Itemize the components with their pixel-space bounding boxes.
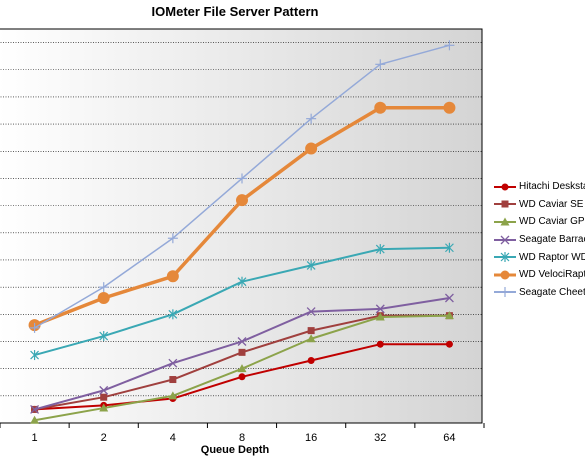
data-point-2-5 bbox=[375, 312, 385, 321]
legend-key bbox=[494, 235, 516, 245]
legend-marker bbox=[501, 183, 509, 191]
data-point-2-0 bbox=[30, 415, 40, 424]
x-axis-label: Queue Depth bbox=[200, 444, 270, 456]
data-point-5-2 bbox=[166, 270, 179, 283]
legend-label: WD VelociRaptor bbox=[519, 269, 585, 281]
chart-title: IOMeter File Server Pattern bbox=[151, 4, 319, 19]
data-point-4-4 bbox=[306, 260, 316, 271]
data-point-3-2 bbox=[168, 358, 178, 368]
legend: Hitachi Deskstar WD Caviar SE WD Caviar GP… bbox=[494, 178, 585, 301]
data-point-5-6 bbox=[443, 101, 456, 114]
data-point-3-3 bbox=[237, 337, 247, 346]
x-tick-label: 4 bbox=[170, 432, 176, 444]
data-point-5-3 bbox=[236, 194, 248, 207]
legend-key bbox=[494, 252, 516, 263]
legend-marker bbox=[500, 217, 510, 226]
data-point-6-3 bbox=[237, 173, 247, 184]
legend-item: WD Caviar SE bbox=[494, 196, 585, 214]
legend-label: WD Caviar GP bbox=[519, 216, 585, 228]
legend-item: WD Caviar GP bbox=[494, 213, 585, 231]
data-point-5-1 bbox=[97, 292, 110, 305]
legend-item: WD Raptor WD1500 bbox=[494, 248, 585, 266]
data-point-6-2 bbox=[167, 233, 178, 244]
data-point-2-6 bbox=[444, 311, 454, 320]
data-point-2-4 bbox=[306, 334, 316, 343]
legend-item: Seagate Barracuda bbox=[494, 231, 585, 249]
data-point-6-6 bbox=[444, 40, 455, 51]
data-point-6-5 bbox=[375, 59, 386, 70]
legend-item: WD VelociRaptor bbox=[494, 266, 585, 284]
legend-marker bbox=[500, 235, 510, 245]
plot-area bbox=[0, 28, 483, 424]
data-point-1-2 bbox=[169, 376, 177, 384]
data-point-4-0 bbox=[30, 350, 39, 361]
data-point-6-0 bbox=[29, 322, 40, 333]
x-tick-label: 2 bbox=[101, 432, 107, 444]
data-point-2-2 bbox=[168, 391, 178, 400]
legend-label: WD Raptor WD1500 bbox=[519, 251, 585, 263]
legend-key bbox=[494, 270, 516, 280]
data-point-3-0 bbox=[30, 404, 40, 414]
x-tick-label: 64 bbox=[443, 432, 455, 444]
data-point-2-3 bbox=[237, 364, 247, 373]
data-point-4-1 bbox=[99, 331, 109, 342]
legend-label: Seagate Cheetah bbox=[519, 286, 585, 298]
data-point-1-4 bbox=[307, 327, 315, 335]
legend-label: Seagate Barracuda bbox=[519, 234, 585, 246]
legend-key bbox=[494, 200, 516, 208]
data-point-4-6 bbox=[445, 242, 454, 253]
legend-item: Hitachi Deskstar bbox=[494, 178, 585, 196]
data-point-1-3 bbox=[238, 348, 246, 356]
legend-key bbox=[494, 287, 516, 298]
legend-marker bbox=[500, 270, 510, 280]
data-point-3-1 bbox=[99, 385, 109, 395]
data-point-2-1 bbox=[99, 403, 109, 412]
data-point-0-5 bbox=[376, 340, 384, 348]
legend-label: Hitachi Deskstar bbox=[519, 181, 585, 193]
data-point-4-3 bbox=[237, 276, 247, 287]
x-tick-label: 1 bbox=[32, 432, 38, 444]
x-tick-label: 8 bbox=[239, 432, 245, 444]
data-point-0-3 bbox=[238, 373, 246, 381]
legend-marker bbox=[500, 252, 510, 263]
legend-label: WD Caviar SE bbox=[519, 198, 584, 210]
data-point-6-4 bbox=[306, 113, 317, 124]
data-point-3-6 bbox=[444, 293, 454, 303]
data-point-6-1 bbox=[98, 282, 109, 293]
legend-key bbox=[494, 217, 516, 226]
data-point-5-5 bbox=[374, 101, 387, 114]
x-tick-label: 32 bbox=[374, 432, 386, 444]
data-point-4-2 bbox=[168, 309, 178, 320]
legend-marker bbox=[501, 200, 509, 208]
data-point-5-4 bbox=[305, 142, 318, 155]
legend-item: Seagate Cheetah bbox=[494, 284, 585, 302]
data-point-4-5 bbox=[375, 244, 385, 255]
legend-marker bbox=[500, 287, 510, 298]
data-point-1-1 bbox=[100, 393, 108, 401]
data-point-0-4 bbox=[307, 357, 315, 365]
data-point-0-6 bbox=[445, 340, 453, 348]
data-point-3-4 bbox=[306, 307, 316, 317]
x-tick-label: 16 bbox=[305, 432, 317, 444]
legend-key bbox=[494, 183, 516, 191]
data-point-3-5 bbox=[375, 304, 385, 314]
